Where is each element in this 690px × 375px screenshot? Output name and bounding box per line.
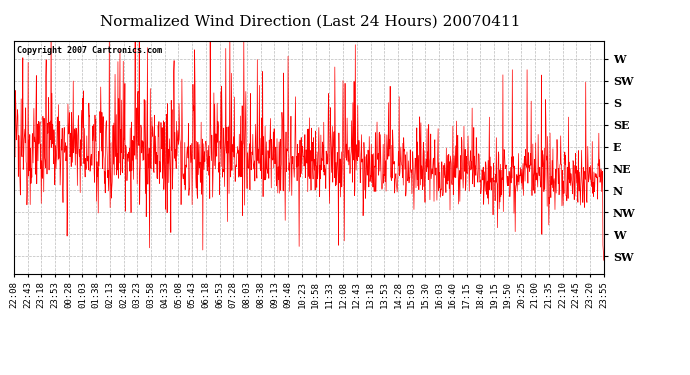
Text: Copyright 2007 Cartronics.com: Copyright 2007 Cartronics.com xyxy=(17,46,161,55)
Text: Normalized Wind Direction (Last 24 Hours) 20070411: Normalized Wind Direction (Last 24 Hours… xyxy=(100,15,521,29)
